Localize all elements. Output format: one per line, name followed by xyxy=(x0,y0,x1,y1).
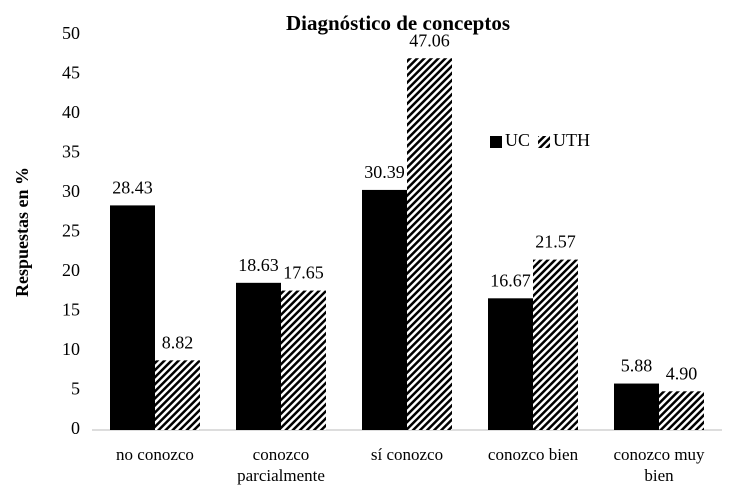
y-tick-label: 30 xyxy=(62,181,80,201)
y-tick-label: 40 xyxy=(62,102,80,122)
legend-label: UC xyxy=(505,130,530,150)
data-label: 5.88 xyxy=(621,356,653,376)
y-tick-label: 5 xyxy=(71,379,80,399)
data-label: 28.43 xyxy=(112,178,153,198)
y-tick-label: 25 xyxy=(62,221,80,241)
bar xyxy=(236,282,281,430)
bar xyxy=(155,360,200,430)
y-tick-label: 50 xyxy=(62,23,80,43)
chart-title: Diagnóstico de conceptos xyxy=(286,11,510,35)
y-tick-label: 45 xyxy=(62,63,80,83)
legend-label: UTH xyxy=(553,130,590,150)
data-label: 47.06 xyxy=(409,30,450,50)
y-tick-label: 15 xyxy=(62,300,80,320)
x-tick-label: conozco parcialmente xyxy=(237,445,325,485)
y-axis-title: Respuestas en % xyxy=(12,167,32,297)
bar xyxy=(407,58,452,430)
x-tick-label: conozco bien xyxy=(487,445,579,464)
y-tick-label: 0 xyxy=(71,418,80,438)
data-label: 18.63 xyxy=(238,255,279,275)
y-tick-label: 35 xyxy=(62,142,80,162)
data-label: 30.39 xyxy=(364,162,405,182)
bar xyxy=(488,298,533,430)
bar xyxy=(533,259,578,430)
data-label: 16.67 xyxy=(490,270,531,290)
x-tick-label: conozco muy bien xyxy=(613,445,705,485)
data-label: 4.90 xyxy=(666,363,698,383)
x-tick-label: no conozco xyxy=(116,445,194,464)
data-label: 17.65 xyxy=(283,263,324,283)
bar xyxy=(362,189,407,430)
bar xyxy=(281,290,326,430)
legend-swatch xyxy=(490,136,502,148)
bar xyxy=(110,205,155,430)
x-tick-label: sí conozco xyxy=(370,445,444,464)
bar xyxy=(659,391,704,430)
data-label: 8.82 xyxy=(162,332,194,352)
y-tick-label: 20 xyxy=(62,260,80,280)
data-label: 21.57 xyxy=(535,232,576,252)
bar xyxy=(614,383,659,430)
y-tick-label: 10 xyxy=(62,339,80,359)
legend-swatch xyxy=(538,136,551,148)
